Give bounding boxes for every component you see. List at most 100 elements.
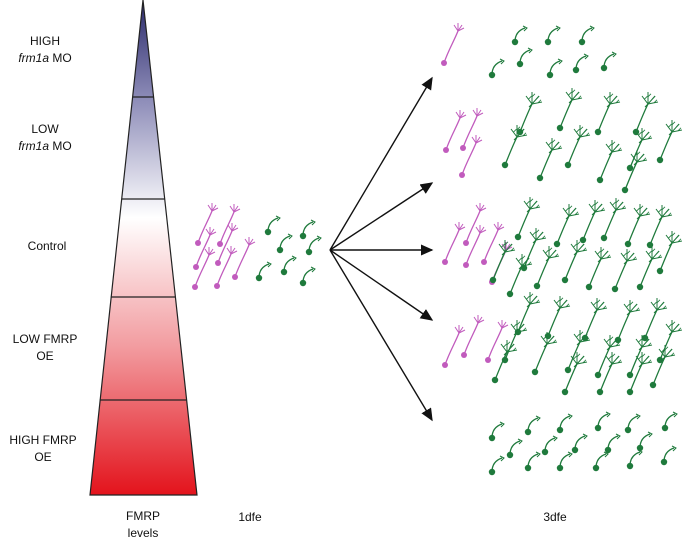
mature-neuron-icon xyxy=(585,247,612,291)
immature-neuron-icon xyxy=(485,320,509,363)
arrow xyxy=(329,182,434,251)
immature-neuron-icon xyxy=(459,135,483,178)
mature-neuron-icon xyxy=(524,415,541,436)
mature-neuron-icon xyxy=(579,200,606,244)
mature-neuron-icon xyxy=(641,298,668,342)
mature-neuron-icon xyxy=(572,53,589,74)
mature-neuron-icon xyxy=(564,125,591,169)
fmrp-levels-label: FMRP levels xyxy=(126,509,160,540)
mature-neuron-icon xyxy=(280,255,297,276)
mature-neuron-icon xyxy=(506,254,533,298)
mature-neuron-icon xyxy=(553,204,580,248)
mature-neuron-icon xyxy=(626,128,653,172)
mature-neuron-icon xyxy=(516,47,533,68)
immature-neuron-icon xyxy=(195,203,219,246)
mature-neuron-icon xyxy=(581,298,608,342)
fate-arrows xyxy=(329,76,434,422)
level-label-high-oe: HIGH FMRP OE xyxy=(9,433,77,464)
mature-neuron-icon xyxy=(561,352,588,396)
mature-neuron-icon xyxy=(488,455,505,476)
mature-neuron-icon xyxy=(564,330,591,374)
immature-neuron-icon xyxy=(481,222,505,265)
mature-neuron-icon xyxy=(649,345,676,389)
mature-neuron-icon xyxy=(488,421,505,442)
mature-neuron-icon xyxy=(596,352,623,396)
mature-neuron-icon xyxy=(624,204,651,248)
mature-neuron-icon xyxy=(488,58,505,79)
level-label-low-mo: LOW frm1a MO xyxy=(18,122,72,153)
mature-neuron-icon xyxy=(533,246,560,290)
timepoint-3dfe: 3dfe xyxy=(543,510,567,524)
mature-neuron-icon xyxy=(592,451,609,472)
mature-neuron-icon xyxy=(276,233,293,254)
immature-neuron-icon xyxy=(215,223,239,266)
mature-neuron-icon xyxy=(501,125,528,169)
mature-neuron-icon xyxy=(536,138,563,182)
mature-neuron-icon xyxy=(489,240,516,284)
mature-neuron-icon xyxy=(544,25,561,46)
mature-neuron-icon xyxy=(506,438,523,459)
mature-neuron-icon xyxy=(604,433,621,454)
immature-neuron-icon xyxy=(442,325,466,368)
immature-neuron-icon xyxy=(463,203,487,246)
mature-neuron-icon xyxy=(546,58,563,79)
mature-neuron-icon xyxy=(626,335,653,379)
mature-neuron-icon xyxy=(660,445,677,466)
mature-neuron-icon xyxy=(636,247,663,291)
mature-neuron-icon xyxy=(578,25,595,46)
immature-neuron-icon xyxy=(232,237,256,280)
arrow xyxy=(329,249,433,422)
mature-neuron-icon xyxy=(594,411,611,432)
mature-neuron-icon xyxy=(611,249,638,293)
mature-neuron-icon xyxy=(516,92,543,136)
mature-neuron-icon xyxy=(514,292,541,336)
immature-neuron-icon xyxy=(443,110,467,153)
level-label-low-oe: LOW FMRP OE xyxy=(12,332,78,363)
immature-neuron-icon xyxy=(463,225,487,268)
mature-neuron-icon xyxy=(305,235,322,256)
mature-neuron-icon xyxy=(656,120,682,164)
mature-neuron-icon xyxy=(571,433,588,454)
mature-neuron-icon xyxy=(661,411,678,432)
mature-neuron-icon xyxy=(624,413,641,434)
mature-neuron-icon xyxy=(636,431,653,452)
mature-neuron-icon xyxy=(524,451,541,472)
mature-neuron-icon xyxy=(596,140,623,184)
mature-neuron-icon xyxy=(656,320,682,364)
immature-neuron-icon xyxy=(461,315,485,358)
immature-neuron-icon xyxy=(442,222,466,265)
mature-neuron-icon xyxy=(514,197,541,241)
mature-neuron-icon xyxy=(299,266,316,287)
mature-neuron-icon xyxy=(501,320,528,364)
mature-neuron-icon xyxy=(544,296,571,340)
mature-neuron-icon xyxy=(600,51,617,72)
immature-neuron-icon xyxy=(193,227,217,270)
mature-neuron-icon xyxy=(600,198,627,242)
mature-neuron-icon xyxy=(491,340,518,384)
arrow xyxy=(329,249,434,321)
level-label-high-mo: HIGH frm1a MO xyxy=(18,34,72,65)
mature-neuron-icon xyxy=(264,215,281,236)
mature-neuron-icon xyxy=(299,219,316,240)
immature-neuron-icon xyxy=(217,204,241,247)
arrow xyxy=(329,76,433,251)
level-label-control: Control xyxy=(27,239,67,253)
neurons xyxy=(192,23,682,476)
mature-neuron-icon xyxy=(556,413,573,434)
immature-neuron-icon xyxy=(460,108,484,151)
mature-neuron-icon xyxy=(632,92,659,136)
mature-neuron-icon xyxy=(520,228,547,272)
mature-neuron-icon xyxy=(656,231,682,275)
mature-neuron-icon xyxy=(531,332,558,376)
mature-neuron-icon xyxy=(556,88,583,132)
mature-neuron-icon xyxy=(621,150,648,194)
mature-neuron-icon xyxy=(646,205,673,249)
mature-neuron-icon xyxy=(626,352,653,396)
timepoint-1dfe: 1dfe xyxy=(238,510,262,524)
mature-neuron-icon xyxy=(541,435,558,456)
mature-neuron-icon xyxy=(594,335,621,379)
mature-neuron-icon xyxy=(556,451,573,472)
mature-neuron-icon xyxy=(626,449,643,470)
